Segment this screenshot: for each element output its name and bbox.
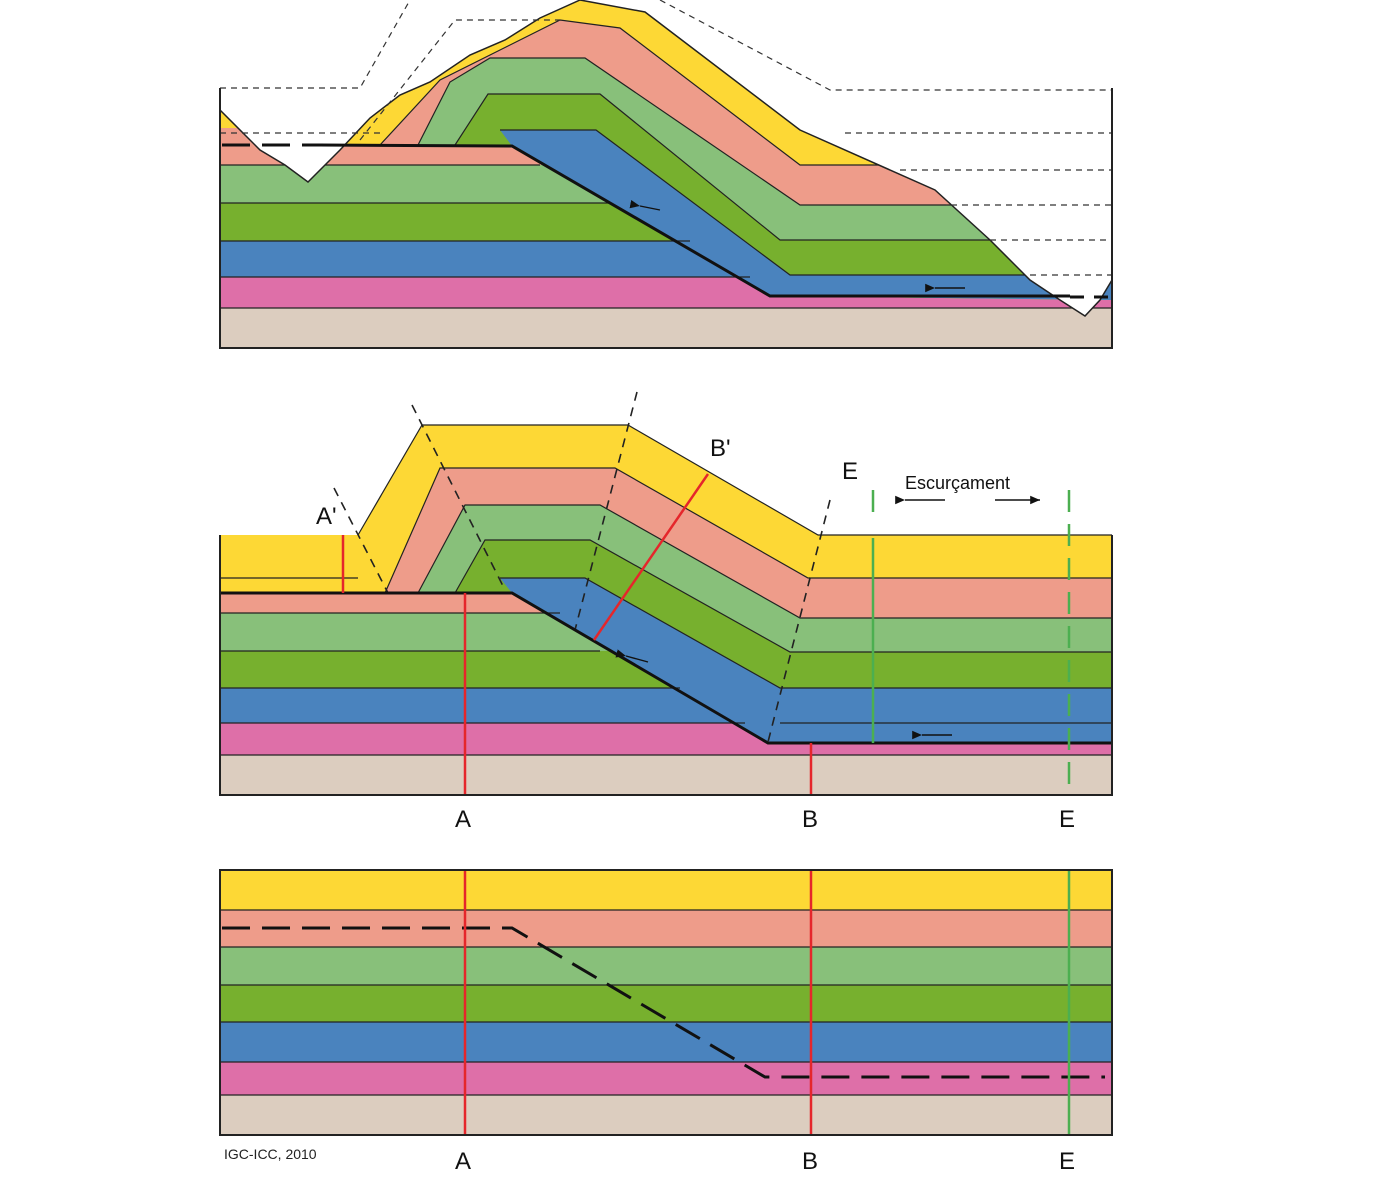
p3-label-b: B [802,1148,818,1175]
p3-frame [219,869,1113,1136]
p2-hw-blue [500,578,1112,743]
p2-slip-arrow-ramp [615,649,649,663]
label-a-prime: A' [316,503,337,530]
panel-eroded-fold [219,0,1113,349]
p2-axial-surfaces [333,391,831,743]
p2-label-b: B [802,806,818,833]
p1-topography [219,0,1113,317]
panel-undeformed: A B E [219,869,1113,1175]
shortening-label: Escurçament [905,473,1010,493]
p3-label-e: E [1059,1148,1075,1175]
p3-pink-layer [220,1062,1112,1095]
p2-frame [219,535,1113,796]
p1-frame [219,88,1113,349]
p1-thrust-fault [319,143,1070,298]
label-e-top: E [842,458,858,485]
p1-slip-arrow-ramp [629,199,661,211]
p2-thrust-fault [220,591,1112,745]
p1-basement [220,308,1112,348]
p2-pin-b-prime [592,473,710,641]
p3-lightgreen-layer [220,947,1112,985]
p3-yellow-layer [220,870,1112,910]
p2-label-e: E [1059,806,1075,833]
p1-hw-green [455,94,1112,300]
p1-eroded-dashed [220,0,1112,276]
p3-label-a: A [455,1148,471,1175]
p3-basement [220,1095,1112,1135]
p3-blue-layer [220,1022,1112,1062]
label-b-prime: B' [710,435,731,462]
credit-text: IGC-ICC, 2010 [224,1146,317,1162]
p1-eroded-area [220,0,1112,316]
p2-basement [220,755,1112,795]
p3-green-layer [220,985,1112,1022]
p2-label-a: A [455,806,471,833]
panel-fold: A' B' E Escurçament A B E [219,391,1113,833]
p3-future-fault [222,926,1105,1079]
